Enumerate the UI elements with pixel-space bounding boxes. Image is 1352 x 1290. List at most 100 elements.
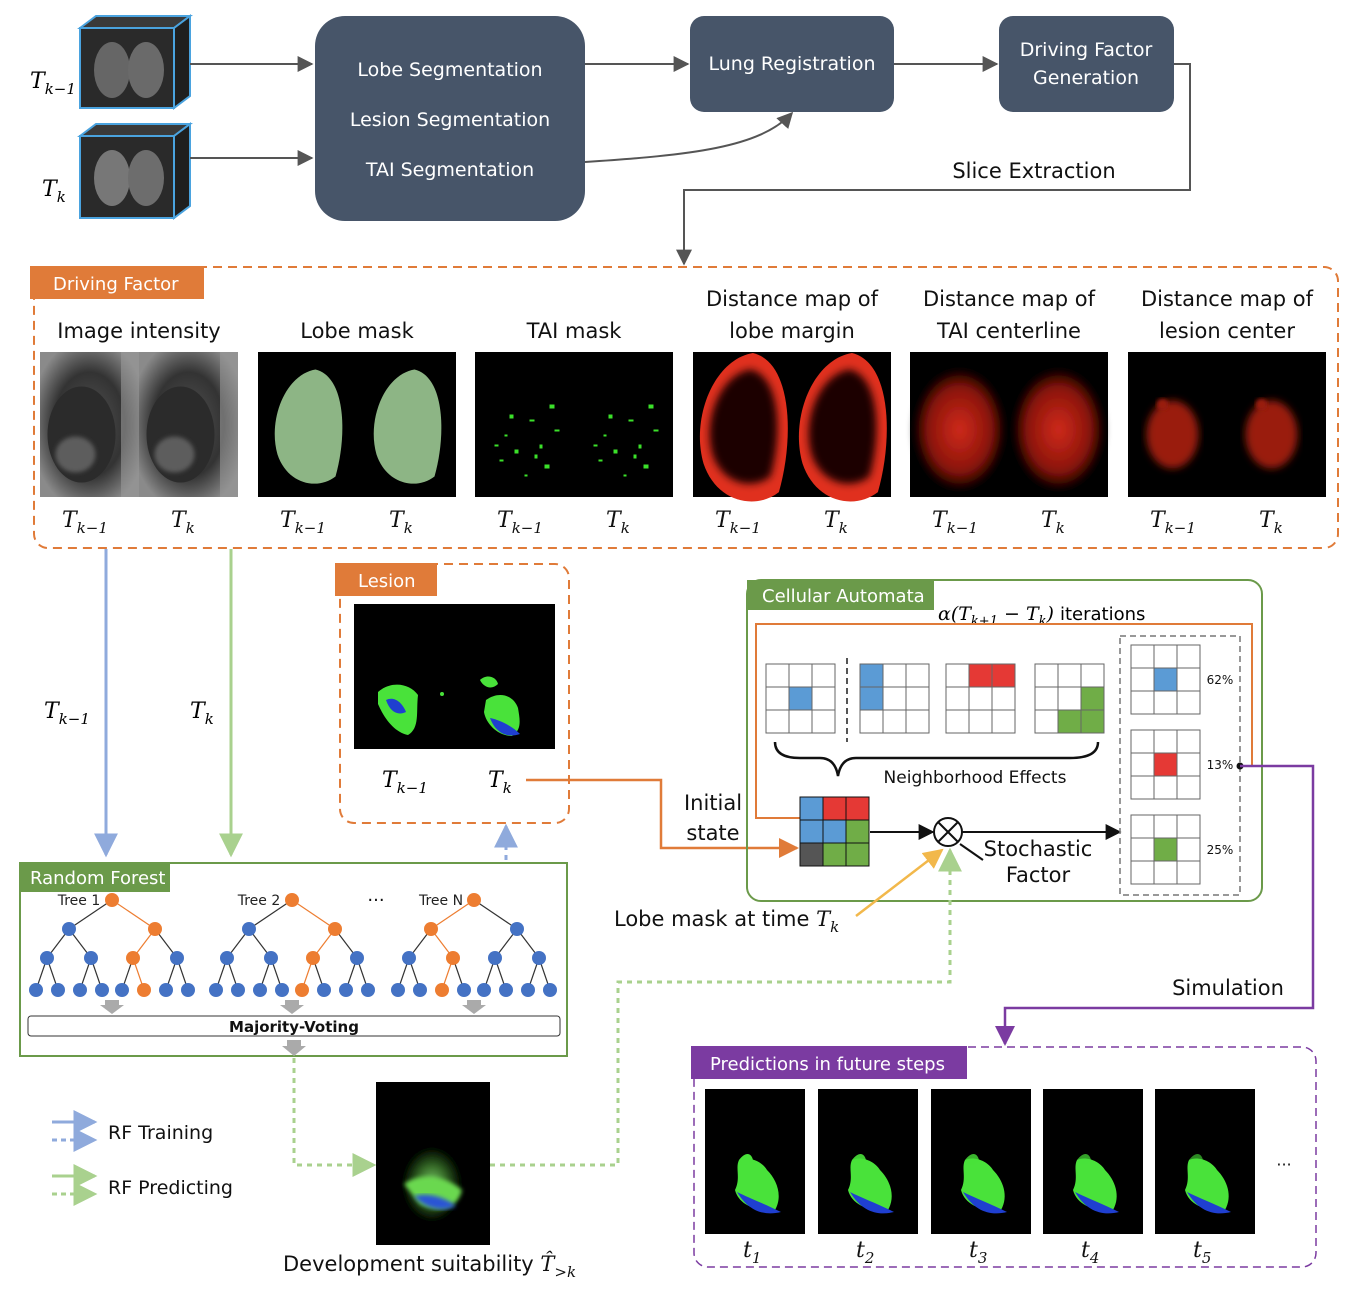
panel-title-lobe: Lobe mask: [300, 319, 414, 343]
arrow-label-curr: Tk: [190, 699, 214, 728]
registration-box: Lung Registration: [690, 16, 894, 112]
panel-title-centerline-2: TAI centerline: [936, 319, 1081, 343]
slice-extraction-label: Slice Extraction: [952, 159, 1115, 183]
ca-initial-state-grid: [799, 796, 870, 867]
driving-factor-frame: [33, 266, 1339, 549]
panel-sub-curr-centerline: Tk: [1041, 508, 1065, 537]
rf-frame: [19, 862, 568, 1057]
prediction-frames: t1 t2 t3 t4 t5: [705, 1089, 1255, 1267]
panel-sub-curr-tai: Tk: [606, 508, 630, 537]
rf-tree-output-arrow-2: [280, 1000, 304, 1014]
arrow-lobe-mask: [855, 848, 944, 917]
panel-tai-curr-image: [574, 352, 673, 497]
ca-tag: Cellular Automata: [762, 586, 925, 607]
legend-predicting: RF Predicting: [108, 1177, 233, 1199]
panel-ct: Image intensity Tk−1 Tk: [40, 319, 238, 537]
multiply-operator: [933, 817, 963, 847]
ca-outcome-prob-2: 13%: [1207, 758, 1234, 772]
rf-tree-label-3: Tree N: [418, 893, 463, 909]
lesion-sub-prev: Tk−1: [382, 768, 428, 797]
prediction-step-3: t3: [969, 1238, 987, 1267]
neighborhood-label: Neighborhood Effects: [884, 768, 1067, 788]
panel-sub-prev-lesioncenter: Tk−1: [1150, 508, 1196, 537]
panel-title-tai: TAI mask: [526, 319, 623, 343]
panel-ct-curr-image: [139, 352, 238, 497]
arrow-dev-to-ca: [490, 847, 962, 1167]
prediction-step-1: t1: [743, 1238, 761, 1267]
ca-outcome-1: 62%: [1130, 644, 1234, 715]
panel-title-ct: Image intensity: [57, 319, 221, 343]
panel-title-lesioncenter-1: Distance map of: [1141, 287, 1314, 311]
label-t-prev: Tk−1: [30, 69, 76, 98]
prediction-frame-3: t3: [931, 1089, 1031, 1267]
lesion-tag: Lesion: [358, 571, 416, 592]
predictions-tag: Predictions in future steps: [710, 1054, 945, 1075]
prediction-step-2: t2: [856, 1238, 874, 1267]
ca-rule-grid-4: [1034, 663, 1105, 734]
majority-voting-bar: [27, 1015, 561, 1037]
rf-tree-2: Tree 2: [209, 893, 375, 1014]
panel-sub-prev-margin: Tk−1: [715, 508, 761, 537]
ca-outcome-prob-1: 62%: [1207, 673, 1234, 687]
registration-label: Lung Registration: [708, 53, 875, 75]
panel-centerline-prev-image: [910, 352, 1009, 497]
ca-outcome-3: 25%: [1130, 814, 1234, 885]
driving-generation-box: Driving Factor Generation: [999, 16, 1174, 112]
prediction-step-4: t4: [1081, 1238, 1099, 1267]
seg-lesion: Lesion Segmentation: [350, 109, 550, 131]
rf-ellipsis: ···: [367, 890, 384, 911]
rf-tree-label-2: Tree 2: [237, 893, 281, 909]
ct-volume-curr: [77, 122, 193, 220]
lesion-frame: [339, 563, 570, 824]
stochastic-line1: Stochastic: [984, 837, 1093, 861]
arrow-rf-to-dev: [292, 1058, 377, 1177]
panel-ct-prev-image: [40, 352, 139, 497]
rf-tree-label-1: Tree 1: [57, 893, 101, 909]
panel-sub-prev-tai: Tk−1: [497, 508, 543, 537]
legend: RF Training RF Predicting: [52, 1110, 233, 1206]
rf-trees: Tree 1 Tree 2 Tree N: [29, 893, 557, 1014]
ca-outcomes-frame: [1119, 635, 1241, 896]
predictions-frame: [693, 1046, 1317, 1268]
majority-down-arrow: [282, 1040, 306, 1056]
panel-sub-prev-ct: Tk−1: [62, 508, 108, 537]
driving-factor-tag-bg: [30, 266, 204, 299]
driving-gen-line1: Driving Factor: [1020, 39, 1153, 61]
panel-sub-curr-ct: Tk: [171, 508, 195, 537]
panel-lobe: Lobe mask Tk−1 Tk: [258, 319, 456, 537]
ca-iteration-loop: [755, 623, 1253, 819]
prediction-step-5: t5: [1193, 1238, 1211, 1267]
segmentation-box: Lobe Segmentation Lesion Segmentation TA…: [315, 16, 585, 221]
label-t-curr: Tk: [42, 177, 66, 206]
arrow-seg-curve-to-reg: [584, 111, 794, 163]
simulation-label: Simulation: [1172, 976, 1284, 1000]
panel-lesioncenter-curr-image: [1227, 352, 1326, 497]
initial-state-line2: state: [686, 821, 739, 845]
panel-lesioncenter-prev-image: [1128, 352, 1227, 497]
panel-margin-curr-image: [792, 352, 891, 502]
rf-tag: Random Forest: [30, 868, 165, 889]
ca-rule-grid-2: [859, 663, 930, 734]
stochastic-line2: Factor: [1006, 863, 1071, 887]
seg-lobe: Lobe Segmentation: [357, 59, 542, 81]
ct-volume-prev: [77, 14, 193, 110]
prediction-frame-1: t1: [705, 1089, 805, 1267]
ca-tag-bg: [747, 580, 934, 610]
panel-title-lesioncenter-2: lesion center: [1159, 319, 1295, 343]
ca-outcome-2: 13%: [1130, 729, 1234, 800]
lesion-sub-curr: Tk: [488, 768, 512, 797]
panel-sub-curr-lesioncenter: Tk: [1259, 508, 1283, 537]
driving-gen-line2: Generation: [1033, 67, 1139, 89]
seg-tai: TAI Segmentation: [365, 159, 534, 181]
prediction-frame-5: t5: [1155, 1089, 1255, 1267]
prediction-frame-4: t4: [1043, 1089, 1143, 1267]
panel-lobe-curr-image: [357, 352, 456, 497]
rf-tree-1: Tree 1: [29, 893, 195, 1014]
panel-centerline: Distance map of TAI centerline Tk−1 Tk: [910, 287, 1108, 537]
ca-outcome-grids: 62% 13% 25%: [1130, 644, 1234, 885]
ca-outcome-prob-3: 25%: [1207, 843, 1234, 857]
prediction-frame-2: t2: [818, 1089, 918, 1267]
rf-tag-bg: [20, 863, 170, 892]
